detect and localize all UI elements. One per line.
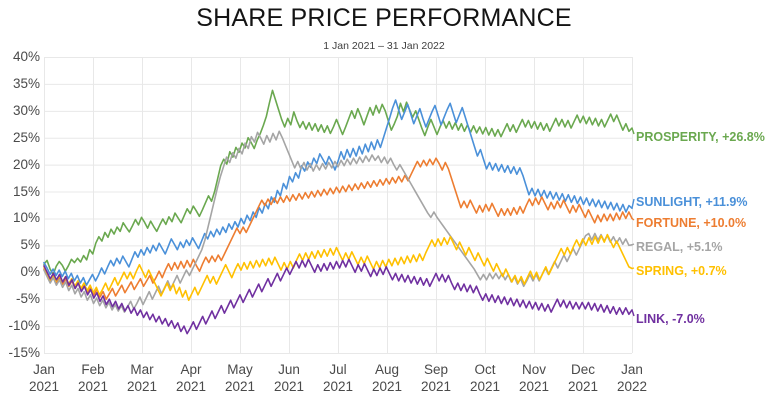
x-axis-tick-year: 2021 xyxy=(175,378,207,394)
series-label-link: LINK, -7.0% xyxy=(636,312,705,326)
leader-line-link xyxy=(631,309,635,317)
x-axis-tick-year: 2021 xyxy=(420,378,452,394)
x-axis-tick-month: Jan xyxy=(621,362,643,377)
y-axis-tick-label: 40% xyxy=(12,49,40,64)
y-axis-tick-label: -15% xyxy=(8,345,40,360)
y-axis-tick-label: 30% xyxy=(12,102,40,118)
series-line-prosperity xyxy=(43,89,633,276)
chart-title: SHARE PRICE PERFORMANCE xyxy=(196,4,572,32)
series-label-spring: SPRING, +0.7% xyxy=(636,264,727,278)
series-label-prosperity: PROSPERITY, +26.8% xyxy=(636,130,765,144)
leader-line-spring xyxy=(631,267,635,270)
series-label-sunlight: SUNLIGHT, +11.9% xyxy=(636,195,748,209)
x-axis-tick-year: 2021 xyxy=(224,378,256,394)
x-axis-tick-year: 2021 xyxy=(28,378,60,394)
x-axis-tick-label: Oct 2021 xyxy=(457,362,513,396)
x-axis-tick-month: May xyxy=(227,362,253,377)
series-line-fortune xyxy=(43,157,633,300)
y-axis-tick-label: 5% xyxy=(20,237,40,253)
y-axis-tick-label: 35% xyxy=(12,75,40,91)
x-axis-tick-month: Oct xyxy=(474,362,496,377)
y-axis-tick-label: -10% xyxy=(8,318,40,334)
x-axis-tick-year: 2021 xyxy=(322,378,354,394)
leader-line-regal xyxy=(631,243,635,246)
y-axis-tick-label: 20% xyxy=(12,156,40,172)
y-axis-tick-label: -5% xyxy=(15,291,40,307)
x-axis-tick-year: 2021 xyxy=(371,378,403,394)
x-axis-tick-year: 2021 xyxy=(518,378,550,394)
series-label-fortune: FORTUNE, +10.0% xyxy=(636,216,747,230)
x-axis-tick-year: 2021 xyxy=(469,378,501,394)
series-line-spring xyxy=(43,233,633,302)
leader-line-prosperity xyxy=(631,127,635,135)
x-axis-tick-month: Mar xyxy=(130,362,154,377)
x-axis-tick-year: 2021 xyxy=(126,378,158,394)
x-axis-tick-year: 2021 xyxy=(567,378,599,394)
x-axis-tick-year: 2022 xyxy=(616,378,648,394)
y-axis-tick-label: 25% xyxy=(12,129,40,145)
x-axis-tick-label: Sep 2021 xyxy=(408,362,464,396)
leader-line-sunlight xyxy=(631,198,635,209)
x-axis-tick-label: Jan 2022 xyxy=(604,362,660,396)
series-label-regal: REGAL, +5.1% xyxy=(636,240,723,254)
x-axis-tick-label: Mar 2021 xyxy=(114,362,170,396)
x-axis-tick-month: Aug xyxy=(374,362,400,377)
x-axis-tick-label: Jul 2021 xyxy=(310,362,366,396)
x-axis-tick-month: Jan xyxy=(33,362,55,377)
x-axis-tick-month: Nov xyxy=(521,362,546,377)
x-axis-tick-year: 2021 xyxy=(273,378,305,394)
x-axis-tick-year: 2021 xyxy=(77,378,109,394)
x-axis-tick-month: Jul xyxy=(329,362,347,377)
series-line-sunlight xyxy=(43,99,633,286)
x-axis-tick-month: Feb xyxy=(81,362,105,377)
chart-subtitle: 1 Jan 2021 – 31 Jan 2022 xyxy=(323,40,445,52)
x-axis-tick-label: Jan 2021 xyxy=(16,362,72,396)
y-axis-tick-label: 0% xyxy=(20,264,40,280)
x-axis-tick-label: Apr 2021 xyxy=(163,362,219,396)
x-axis-tick-label: Aug 2021 xyxy=(359,362,415,396)
x-axis-tick-month: Apr xyxy=(180,362,202,377)
y-axis-tick-label: 15% xyxy=(12,183,40,199)
x-axis-tick-month: Sep xyxy=(423,362,449,377)
x-axis-tick-month: Dec xyxy=(570,362,595,377)
x-axis-tick-label: Jun 2021 xyxy=(261,362,317,396)
x-axis-tick-label: Feb 2021 xyxy=(65,362,121,396)
x-axis-tick-label: Nov 2021 xyxy=(506,362,562,396)
series-line-link xyxy=(43,258,633,335)
x-axis-tick-label: May 2021 xyxy=(212,362,268,396)
leader-line-fortune xyxy=(631,217,635,221)
x-axis-tick-label: Dec 2021 xyxy=(555,362,611,396)
y-axis-tick-label: 10% xyxy=(12,210,40,226)
series-lines xyxy=(43,89,635,335)
x-axis-tick-month: Jun xyxy=(278,362,300,377)
